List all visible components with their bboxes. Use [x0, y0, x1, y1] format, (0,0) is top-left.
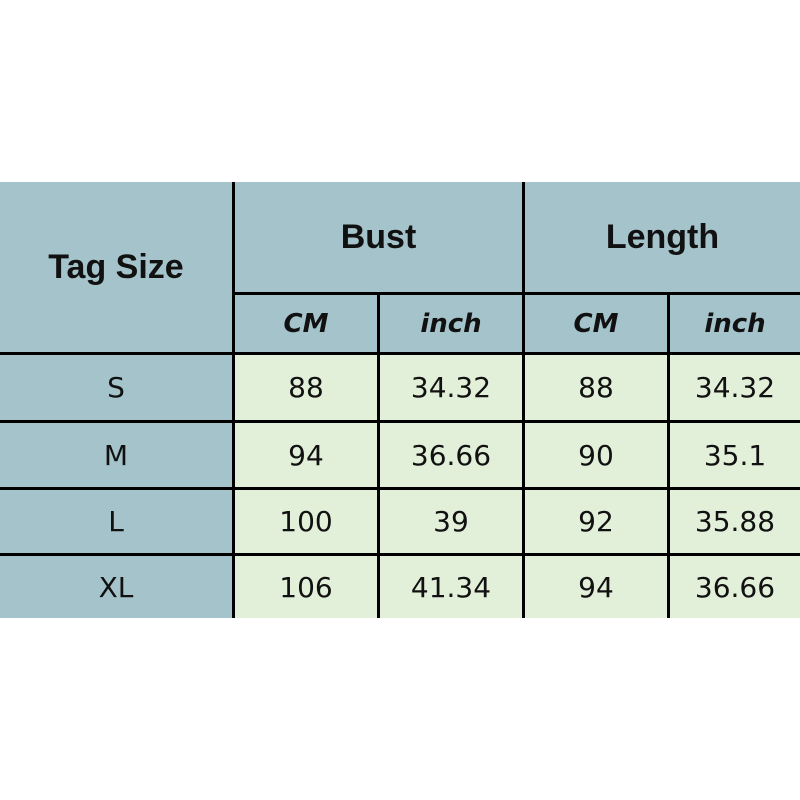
value-cell: 88	[232, 352, 377, 420]
value-cell: 100	[232, 487, 377, 553]
size-cell: XL	[0, 553, 232, 618]
value-cell: 92	[522, 487, 667, 553]
length-header: Length	[522, 182, 800, 292]
size-cell: M	[0, 420, 232, 487]
unit-header: CM	[232, 292, 377, 352]
unit-header: inch	[667, 292, 800, 352]
bust-header: Bust	[232, 182, 522, 292]
value-cell: 36.66	[667, 553, 800, 618]
value-cell: 35.88	[667, 487, 800, 553]
size-cell: L	[0, 487, 232, 553]
value-cell: 106	[232, 553, 377, 618]
value-cell: 34.32	[377, 352, 522, 420]
value-cell: 36.66	[377, 420, 522, 487]
value-cell: 88	[522, 352, 667, 420]
tag-size-header: Tag Size	[0, 182, 232, 352]
value-cell: 90	[522, 420, 667, 487]
value-cell: 35.1	[667, 420, 800, 487]
value-cell: 34.32	[667, 352, 800, 420]
size-cell: S	[0, 352, 232, 420]
value-cell: 41.34	[377, 553, 522, 618]
value-cell: 94	[522, 553, 667, 618]
size-chart-table: Tag Size Bust Length CM inch CM inch S 88…	[0, 182, 800, 618]
unit-header: CM	[522, 292, 667, 352]
value-cell: 39	[377, 487, 522, 553]
value-cell: 94	[232, 420, 377, 487]
unit-header: inch	[377, 292, 522, 352]
